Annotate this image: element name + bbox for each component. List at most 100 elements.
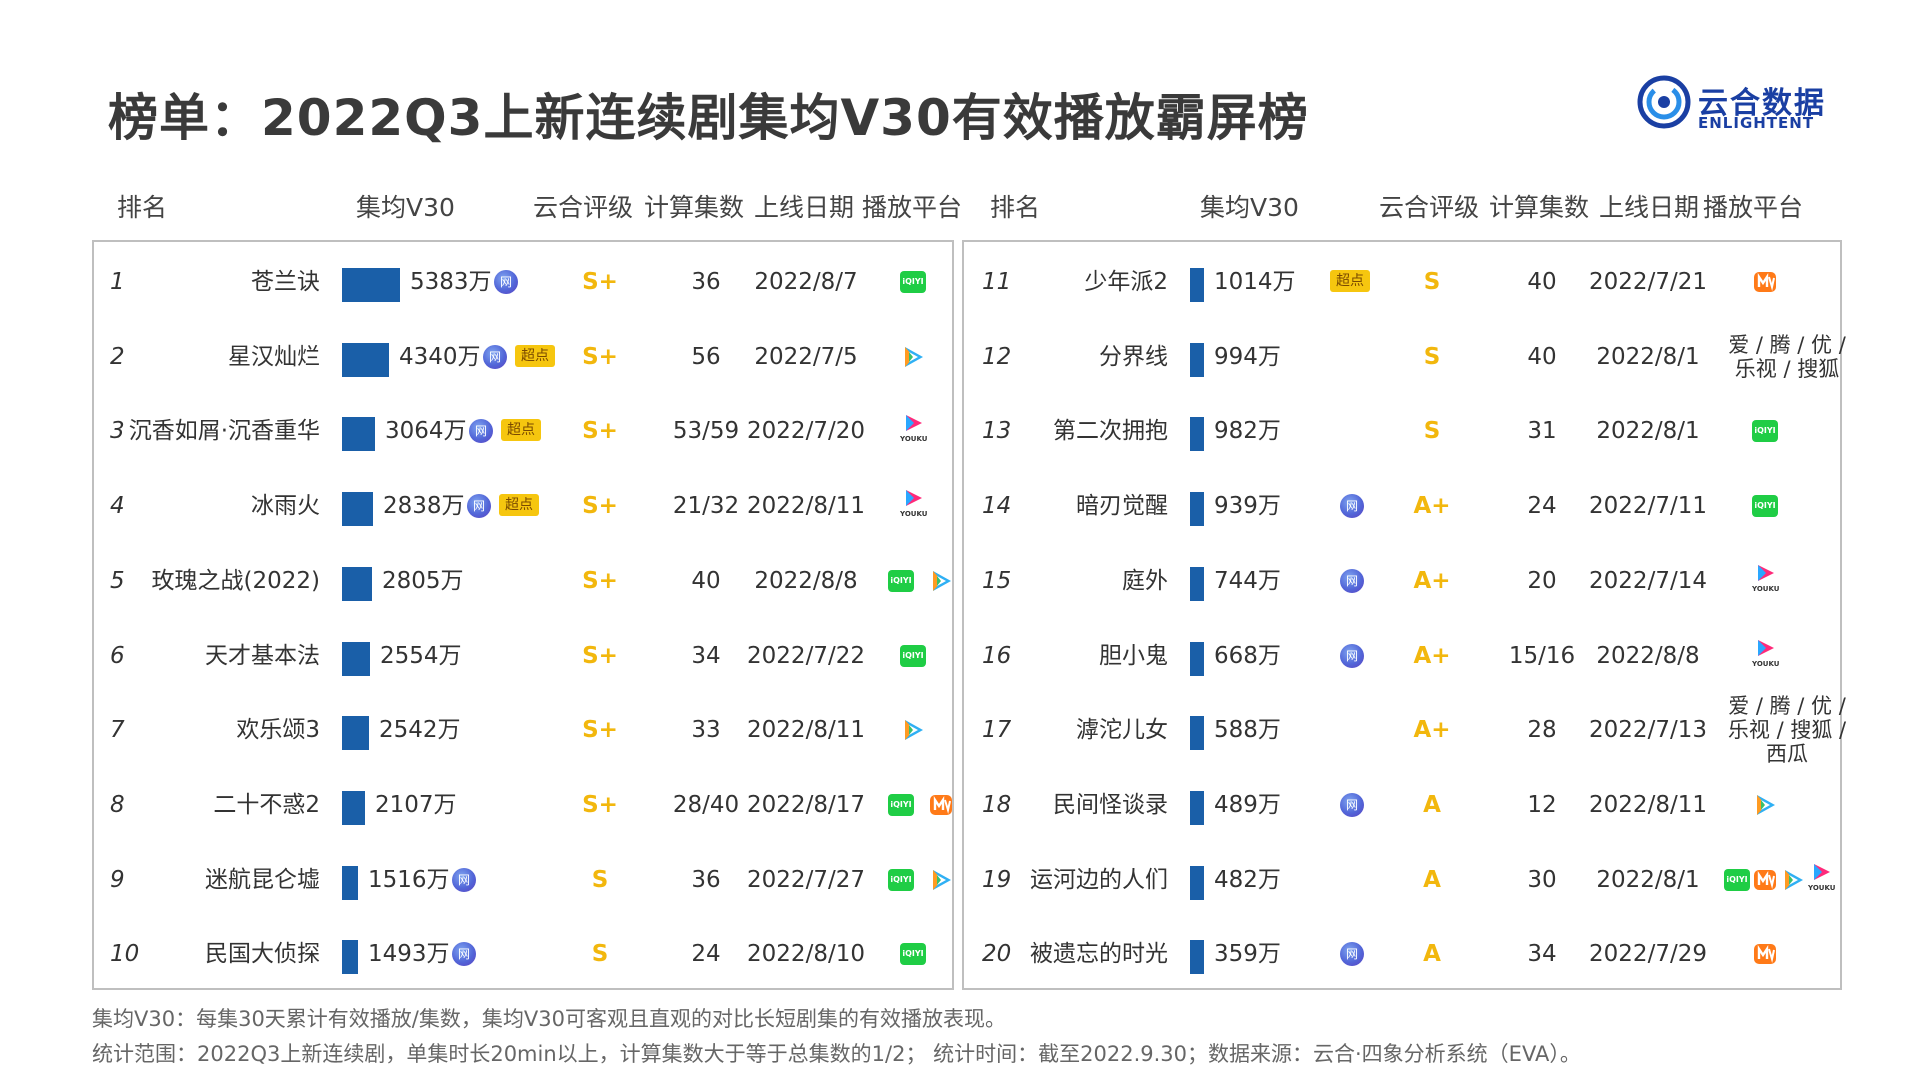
drama-title: 庭外	[1122, 568, 1168, 594]
mango-icon	[1752, 269, 1778, 295]
super-screening-badge: 超点	[501, 419, 541, 441]
tencent-icon	[1752, 792, 1778, 818]
release-date: 2022/8/7	[754, 269, 858, 295]
v30-value-label: 489万	[1214, 792, 1281, 818]
left-ranking-panel	[92, 240, 954, 990]
iqiyi-icon: iQIYI	[1752, 420, 1778, 442]
platform-text: 爱 / 腾 / 优 / 乐视 / 搜狐	[1722, 333, 1852, 381]
v30-value-label: 2838万	[383, 493, 465, 519]
rank-number: 8	[110, 792, 125, 818]
tencent-icon	[900, 344, 926, 370]
header-episodes-left: 计算集数	[644, 193, 745, 222]
v30-value-label: 2542万	[379, 717, 461, 743]
net-drama-badge: 网	[1340, 942, 1364, 966]
drama-title: 运河边的人们	[1030, 867, 1168, 893]
release-date: 2022/8/1	[1596, 867, 1700, 893]
drama-title: 冰雨火	[251, 493, 320, 519]
rank-number: 15	[982, 568, 1012, 594]
platform-text-line: 爱 / 腾 / 优 /	[1728, 333, 1846, 357]
drama-title: 被遗忘的时光	[1030, 941, 1168, 967]
episode-count: 34	[691, 643, 721, 669]
net-drama-badge: 网	[452, 942, 476, 966]
v30-bar	[1190, 417, 1204, 451]
v30-bar	[1190, 940, 1204, 974]
episode-count: 31	[1527, 418, 1557, 444]
v30-value-label: 744万	[1214, 568, 1281, 594]
drama-title: 暗刃觉醒	[1076, 493, 1168, 519]
super-screening-badge: 超点	[515, 345, 555, 367]
drama-title: 民间怪谈录	[1053, 792, 1168, 818]
rating-grade: S	[1423, 269, 1441, 295]
logo-text-en: ENLIGHTENT	[1698, 114, 1815, 132]
iqiyi-icon: iQIYI	[900, 943, 926, 965]
v30-value-label: 2805万	[382, 568, 464, 594]
v30-value-label: 1014万	[1214, 269, 1296, 295]
iqiyi-icon: iQIYI	[1724, 869, 1750, 891]
rating-grade: S	[1423, 344, 1441, 370]
iqiyi-icon: iQIYI	[888, 570, 914, 592]
release-date: 2022/8/11	[747, 717, 865, 743]
iqiyi-icon: iQIYI	[888, 794, 914, 816]
episode-count: 28	[1527, 717, 1557, 743]
rating-grade: S+	[582, 418, 618, 444]
rank-number: 20	[982, 941, 1012, 967]
v30-bar	[342, 716, 369, 750]
v30-bar	[342, 791, 365, 825]
rank-number: 14	[982, 493, 1012, 519]
mango-icon	[1752, 867, 1778, 893]
v30-value-label: 994万	[1214, 344, 1281, 370]
rating-grade: A	[1423, 792, 1441, 818]
release-date: 2022/8/8	[754, 568, 858, 594]
rank-number: 13	[982, 418, 1012, 444]
rank-number: 12	[982, 344, 1012, 370]
rating-grade: S+	[582, 643, 618, 669]
rank-number: 10	[110, 941, 140, 967]
rating-grade: A	[1423, 941, 1441, 967]
v30-value-label: 482万	[1214, 867, 1281, 893]
episode-count: 21/32	[672, 493, 740, 519]
drama-title: 第二次拥抱	[1053, 418, 1168, 444]
rank-number: 6	[110, 643, 125, 669]
drama-title: 天才基本法	[205, 643, 320, 669]
rating-grade: A+	[1413, 643, 1451, 669]
header-platform-right: 播放平台	[1703, 193, 1804, 222]
super-screening-badge: 超点	[1330, 270, 1370, 292]
drama-title: 二十不惑2	[213, 792, 320, 818]
v30-bar	[1190, 716, 1204, 750]
v30-bar	[342, 268, 400, 302]
release-date: 2022/7/11	[1589, 493, 1707, 519]
rating-grade: S+	[582, 344, 618, 370]
platform-text-line: 西瓜	[1766, 742, 1808, 766]
rating-grade: S+	[582, 568, 618, 594]
release-date: 2022/7/5	[754, 344, 858, 370]
header-platform-left: 播放平台	[862, 193, 963, 222]
iqiyi-icon: iQIYI	[900, 645, 926, 667]
youku-icon: YOUKU	[900, 488, 928, 520]
episode-count: 24	[1527, 493, 1557, 519]
drama-title: 玫瑰之战(2022)	[151, 568, 320, 594]
youku-icon: YOUKU	[1808, 862, 1836, 894]
v30-bar	[1190, 492, 1204, 526]
drama-title: 民国大侦探	[205, 941, 320, 967]
net-drama-badge: 网	[1340, 644, 1364, 668]
release-date: 2022/7/22	[747, 643, 865, 669]
v30-value-label: 1516万	[368, 867, 450, 893]
rating-grade: S	[1423, 418, 1441, 444]
rating-grade: A	[1423, 867, 1441, 893]
release-date: 2022/7/20	[747, 418, 865, 444]
tencent-icon	[928, 568, 954, 594]
mango-icon	[1752, 941, 1778, 967]
rank-number: 3	[110, 418, 125, 444]
header-v30-left: 集均V30	[356, 193, 455, 222]
iqiyi-icon: iQIYI	[888, 869, 914, 891]
episode-count: 40	[1527, 269, 1557, 295]
rating-grade: A+	[1413, 717, 1451, 743]
rating-grade: A+	[1413, 568, 1451, 594]
episode-count: 40	[1527, 344, 1557, 370]
release-date: 2022/8/1	[1596, 344, 1700, 370]
rank-number: 1	[110, 269, 125, 295]
rank-number: 5	[110, 568, 125, 594]
episode-count: 15/16	[1508, 643, 1576, 669]
platform-text: 爱 / 腾 / 优 / 乐视 / 搜狐 / 西瓜	[1722, 694, 1852, 766]
release-date: 2022/8/11	[747, 493, 865, 519]
